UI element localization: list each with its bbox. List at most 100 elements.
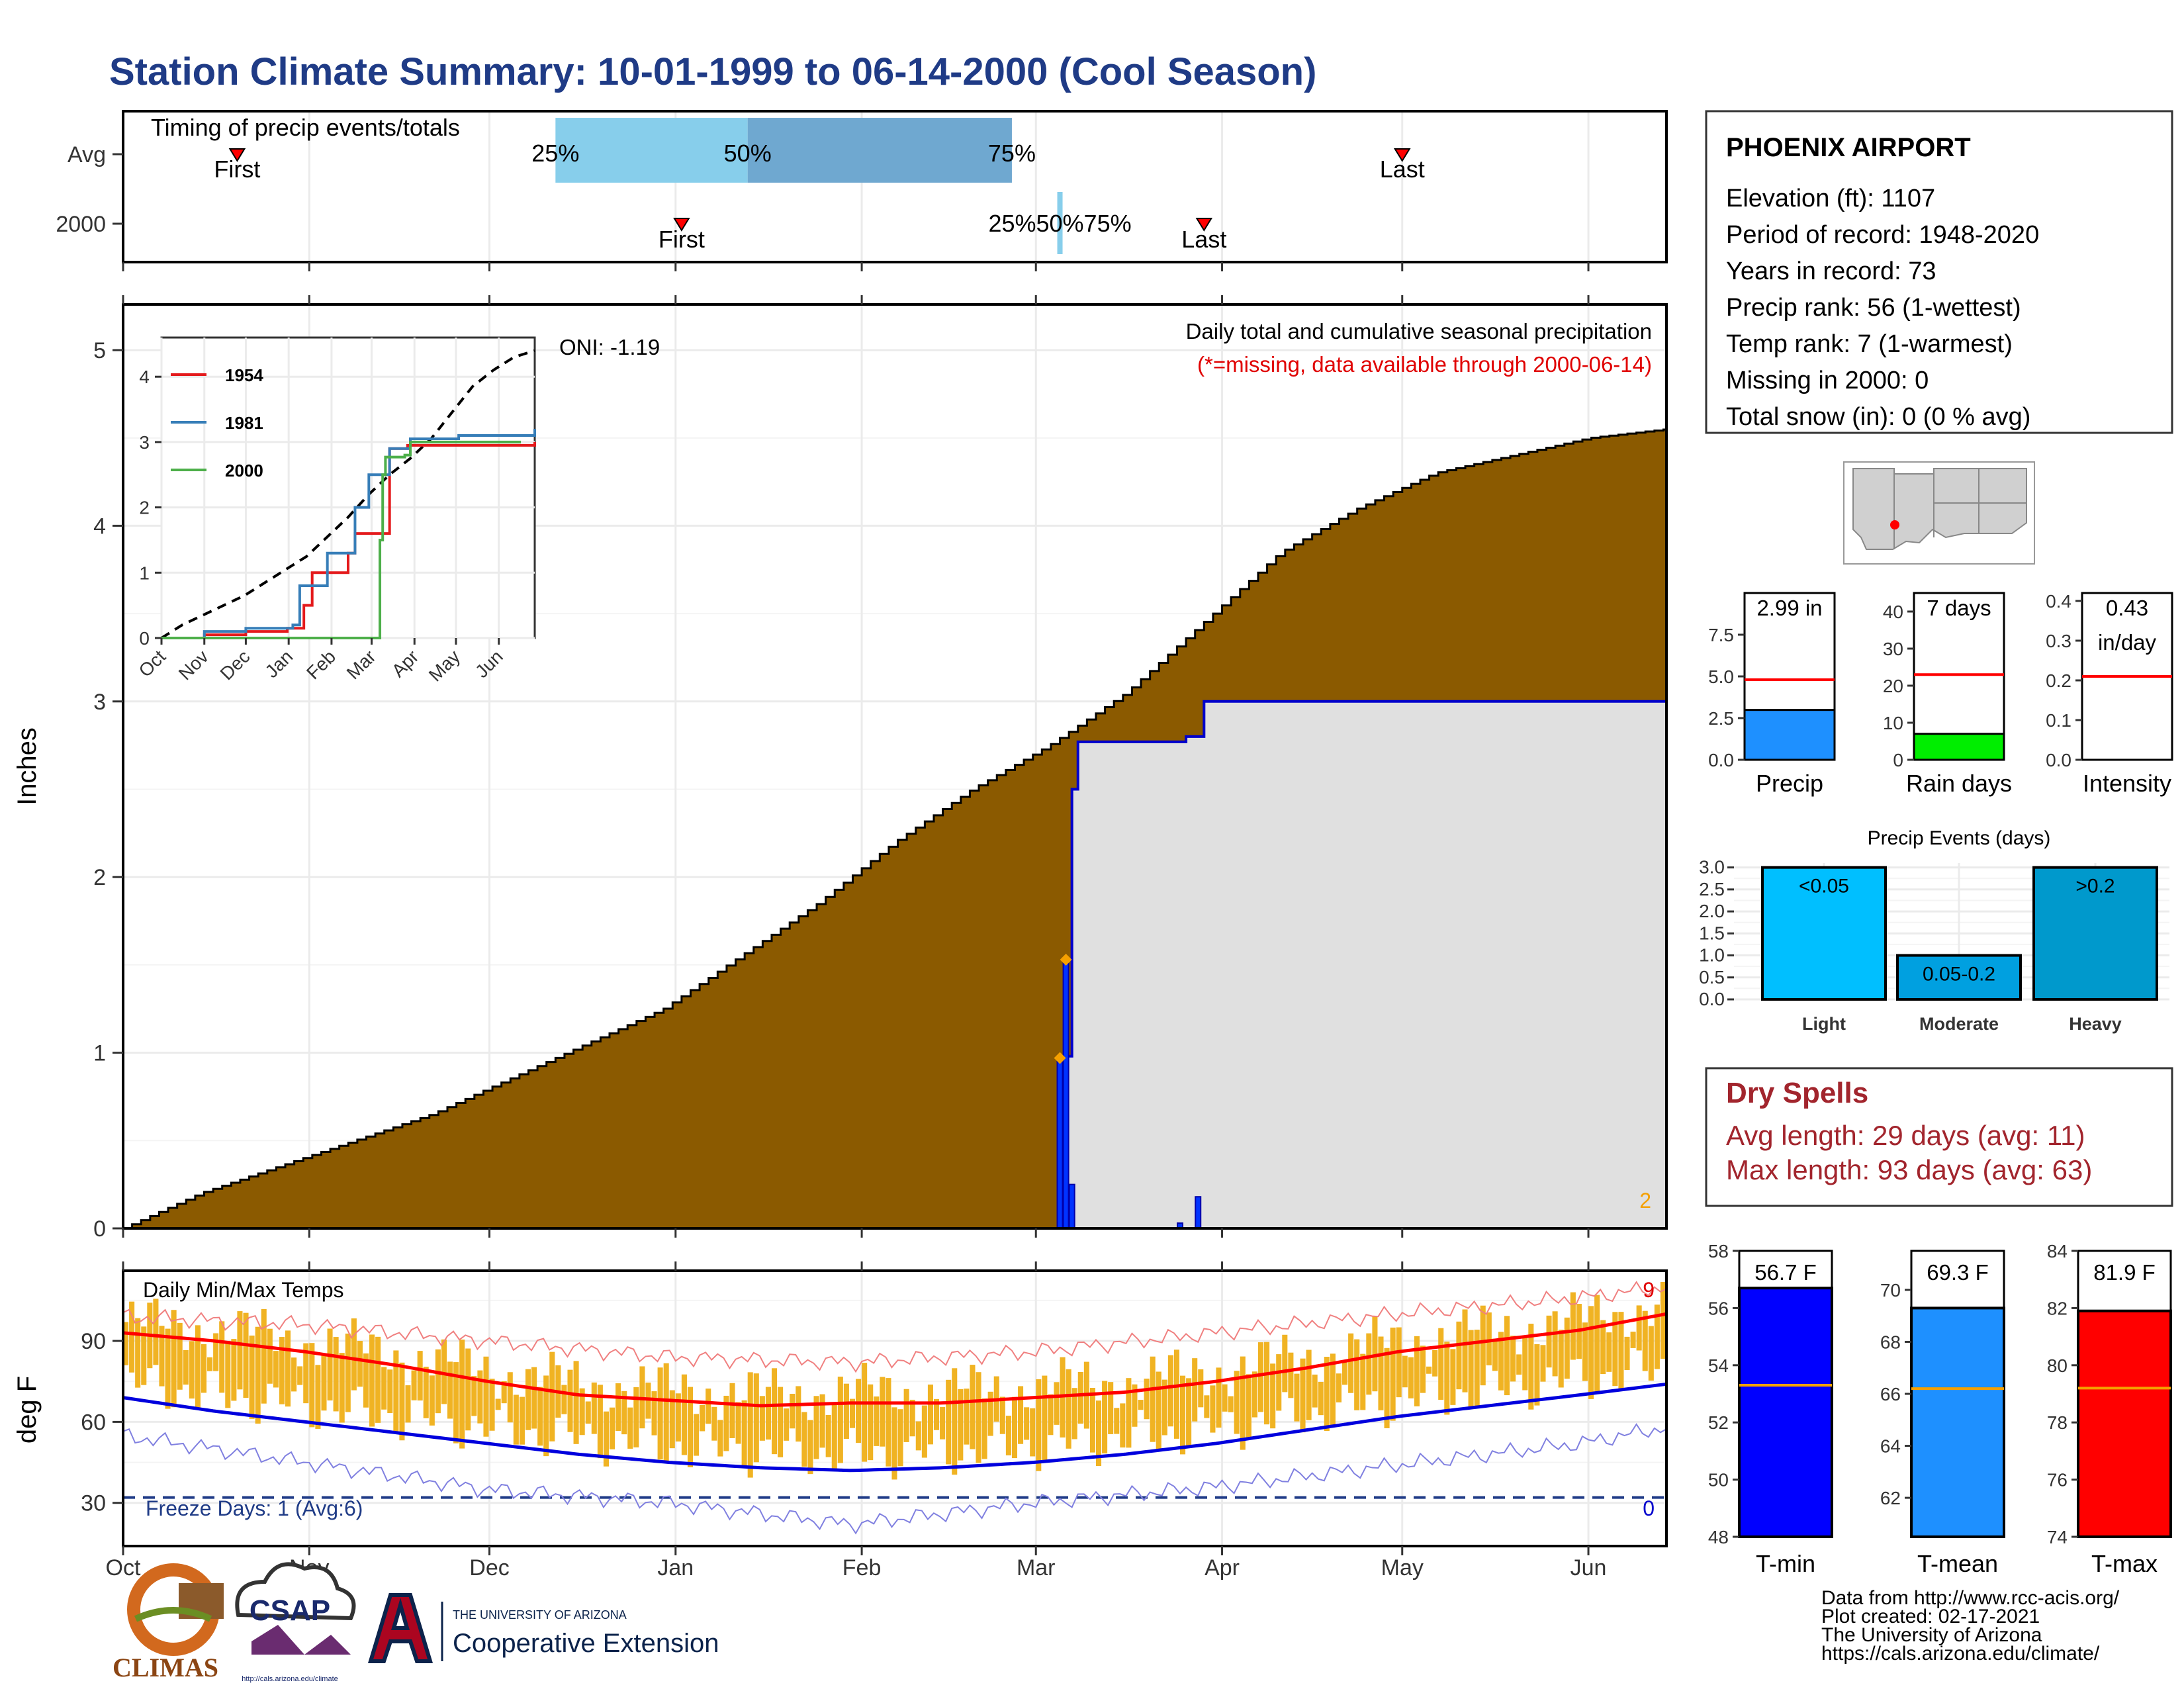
mini-bar-raindays: 7 days 0 10 20 30 40 Rain days [1883, 592, 2012, 797]
temperature-bar-name: T-max [2091, 1550, 2158, 1577]
daily-temperature-bar [675, 1393, 681, 1442]
daily-temperature-bar [1624, 1336, 1630, 1370]
precip-event-category: Light [1802, 1014, 1846, 1034]
credit-line-4: https://cals.arizona.edu/climate/ [1821, 1643, 2100, 1665]
daily-temperature-bar [1648, 1326, 1654, 1381]
daily-temperature-bar [129, 1301, 135, 1373]
daily-temperature-bar [735, 1402, 741, 1444]
precip-events-y-tick: 0.5 [1699, 967, 1725, 987]
dry-spells-title: Dry Spells [1726, 1077, 1868, 1109]
daily-temperature-bar [687, 1387, 694, 1467]
daily-temperature-bar [567, 1369, 573, 1432]
inset-legend-label: 1981 [225, 413, 263, 433]
daily-temperature-bar [1156, 1371, 1161, 1449]
precip-missing-marker [1054, 1052, 1066, 1064]
daily-temperature-bar [1372, 1316, 1378, 1392]
temperature-bar-t-max: 81.9 F 74 76 78 80 82 84 T-max [2047, 1241, 2172, 1577]
daily-temperature-bar [399, 1362, 405, 1441]
daily-temperature-bar [1204, 1395, 1210, 1418]
daily-temperature-bar [591, 1382, 597, 1434]
daily-temperature-bar [579, 1388, 585, 1436]
daily-temperature-bar [1378, 1336, 1384, 1410]
daily-temperature-bar [1077, 1371, 1083, 1424]
daily-temperature-bar [333, 1337, 339, 1412]
daily-temperature-bar [1264, 1342, 1270, 1425]
daily-temperature-bar [183, 1349, 189, 1385]
timing-marker-avg-last [1393, 148, 1411, 162]
daily-temperature-bar [1534, 1344, 1540, 1406]
precip-missing-note: (*=missing, data available through 2000-… [1197, 352, 1652, 377]
daily-temperature-bar [909, 1399, 915, 1437]
daily-temperature-bar [946, 1379, 952, 1465]
inset-average-line [160, 349, 535, 639]
daily-temperature-bar [825, 1415, 831, 1457]
daily-temperature-bar [897, 1409, 903, 1467]
daily-temperature-bar [1144, 1379, 1150, 1420]
daily-temperature-bar [657, 1367, 663, 1460]
daily-temperature-bar [886, 1378, 891, 1467]
inset-x-tick: Jan [261, 646, 297, 682]
daily-temperature-bar [627, 1407, 633, 1449]
station-info-line: Elevation (ft): 1107 [1726, 185, 1935, 212]
credits: Data from http://www.rcc-acis.org/ Plot … [1821, 1587, 2120, 1665]
month-tick-label: Dec [469, 1555, 509, 1580]
timing-marker-2000-last [1195, 218, 1213, 232]
precip-event-bar [2032, 866, 2158, 1001]
daily-temperature-bar [1306, 1349, 1312, 1420]
daily-temperature-bar [796, 1386, 801, 1442]
daily-temperature-bar [1570, 1292, 1576, 1360]
average-min-line [122, 1382, 1667, 1473]
daily-temperature-bar [1300, 1358, 1306, 1433]
daily-temperature-bar [549, 1351, 555, 1441]
daily-temperature-bar [1270, 1363, 1276, 1429]
daily-temperature-bar [1240, 1356, 1246, 1450]
daily-temperature-bar [1594, 1295, 1600, 1393]
daily-temperature-bar [1120, 1403, 1126, 1448]
daily-temperature-bar [603, 1411, 609, 1467]
daily-temperature-bar [243, 1312, 249, 1398]
daily-temperature-bar [1582, 1322, 1588, 1381]
daily-temperature-bar [309, 1343, 315, 1428]
precip-event-category: Moderate [1919, 1014, 1999, 1034]
daily-temperature-bar [447, 1361, 453, 1419]
daily-temperature-bar [958, 1389, 964, 1461]
daily-temperature-bar [1228, 1396, 1234, 1412]
inset-x-tick: Oct [135, 646, 170, 681]
month-tick-label: Apr [1205, 1555, 1240, 1580]
timing-marker-avg-first [228, 148, 246, 162]
daily-temperature-bar [1546, 1315, 1552, 1368]
precip-event-bar [1761, 866, 1887, 1001]
daily-temperature-bar [321, 1355, 327, 1411]
daily-temperature-bar [1126, 1378, 1132, 1448]
daily-temperature-bar [784, 1408, 790, 1441]
daily-temperature-bar [375, 1336, 381, 1423]
daily-temperature-bar [207, 1357, 213, 1371]
temperature-bar-value-label: 81.9 F [2093, 1260, 2156, 1285]
daily-temperature-bar [1186, 1378, 1192, 1447]
daily-temperature-bar [123, 1322, 129, 1365]
precip-y-label: Inches [13, 727, 42, 805]
daily-temperature-bar [237, 1311, 243, 1390]
temperature-panel: Daily Min/Max Temps Freeze Days: 1 (Avg:… [13, 1261, 1668, 1580]
mini-bar-y-tick: 5.0 [1708, 666, 1734, 687]
temperature-bar-y-tick: 78 [2047, 1412, 2068, 1433]
precip-panel: 0 1 2 3 4 5 Inches Daily total and cumulative… [13, 295, 1668, 1242]
daily-temperature-bar [495, 1398, 501, 1410]
daily-temperature-bar [1251, 1371, 1257, 1418]
temperature-y-label: deg F [13, 1376, 42, 1443]
daily-temperature-bar [970, 1365, 976, 1449]
daily-temperature-bar [981, 1398, 987, 1459]
daily-temperature-bar [291, 1357, 297, 1392]
daily-temperature-bar [723, 1395, 729, 1451]
timing-row-avg: Avg [68, 142, 106, 167]
daily-temperature-bar [597, 1385, 603, 1459]
daily-temperature-bar [351, 1318, 357, 1391]
precip-event-bar-label: 0.05-0.2 [1923, 964, 1995, 985]
daily-temperature-bar [1588, 1306, 1594, 1399]
daily-temperature-bar [1606, 1332, 1612, 1372]
daily-temperature-bar [862, 1363, 868, 1462]
daily-temperature-bar [999, 1396, 1005, 1434]
daily-temperature-bar [1366, 1333, 1372, 1395]
daily-temperature-bar [621, 1391, 627, 1435]
